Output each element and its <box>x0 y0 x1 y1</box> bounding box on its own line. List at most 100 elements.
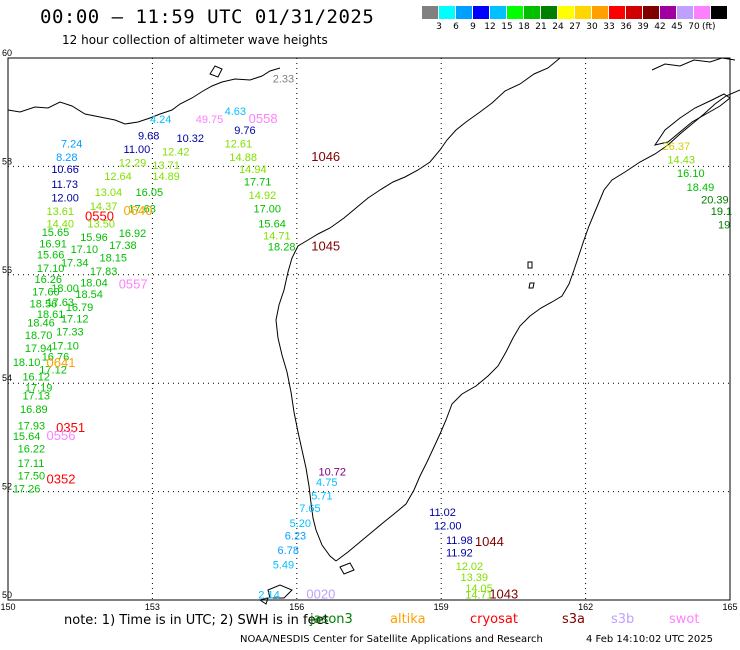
wave-height-value: 10.66 <box>51 164 79 176</box>
wave-height-value: 26.37 <box>663 141 691 153</box>
wave-height-value: 17.50 <box>18 471 46 483</box>
wave-height-value: 18.56 <box>30 298 58 310</box>
wave-height-value: 12.00 <box>434 521 462 533</box>
island-karaginsky <box>653 93 731 146</box>
wave-height-value: 6.23 <box>285 530 306 542</box>
wave-height-value: 15.65 <box>42 227 70 239</box>
y-tick-label: 54 <box>2 373 12 383</box>
legend-swatch <box>439 6 455 19</box>
wave-height-value: 18.46 <box>27 317 55 329</box>
lake-1 <box>527 261 533 269</box>
wave-height-value: 13.71 <box>152 160 180 172</box>
wave-height-value: 9.76 <box>234 125 255 137</box>
x-tick-label: 150 <box>0 602 15 612</box>
satellite-swot: swot <box>669 612 700 627</box>
wave-height-value: 18.61 <box>37 309 65 321</box>
legend-swatch <box>609 6 625 19</box>
legend-label: 36 <box>620 22 632 32</box>
wave-height-value: 17.00 <box>253 203 281 215</box>
wave-height-value: 18.10 <box>13 357 41 369</box>
satellite-altika: altika <box>390 612 426 627</box>
wave-height-value: 14.71 <box>465 589 493 601</box>
wave-height-value: 16.26 <box>34 274 62 286</box>
legend-swatch <box>456 6 472 19</box>
legend-label: 70 <box>688 22 700 32</box>
legend-label: 33 <box>603 22 615 32</box>
wave-height-value: 13.50 <box>87 219 115 231</box>
wave-height-value: 11.00 <box>124 144 151 156</box>
legend-label: 24 <box>552 22 564 32</box>
legend-label: 39 <box>637 22 649 32</box>
satellite-s3b: s3b <box>611 612 635 627</box>
wave-height-value: 17.10 <box>71 244 99 256</box>
wave-height-value: 14.43 <box>667 155 695 167</box>
wave-height-value: 14.92 <box>249 190 277 202</box>
map-subtitle: 12 hour collection of altimeter wave hei… <box>62 33 328 47</box>
pass-time-label: 1044 <box>475 534 504 549</box>
wave-height-value: 11.73 <box>51 179 78 191</box>
wave-height-value: 5.20 <box>290 518 311 530</box>
wave-height-value: 19 <box>718 220 730 232</box>
wave-height-value: 17.11 <box>18 458 45 470</box>
wave-height-value: 13.39 <box>460 572 488 584</box>
wave-height-value: 17.38 <box>109 240 137 252</box>
wave-height-value: 17.10 <box>51 341 79 353</box>
footer-generated-time: 4 Feb 14:10:02 UTC 2025 <box>586 634 713 645</box>
wave-height-value: 17.33 <box>56 327 84 339</box>
legend-label: 21 <box>535 22 547 32</box>
wave-height-value: 8.28 <box>56 152 77 164</box>
lake-2 <box>528 282 535 289</box>
wave-height-value: 9.68 <box>138 130 159 142</box>
satellite-s3a: s3a <box>562 612 586 627</box>
wave-height-value: 14.71 <box>263 231 291 243</box>
wave-height-value: 17.83 <box>90 266 118 278</box>
legend-swatch <box>694 6 710 19</box>
wave-height-value: 12.29 <box>119 157 147 169</box>
legend-swatch <box>473 6 489 19</box>
wave-height-value: 49.75 <box>196 114 224 126</box>
legend-label: 42 <box>654 22 666 32</box>
kuril-island-2 <box>267 584 293 599</box>
wave-height-value: 20.39 <box>701 194 729 206</box>
map-title: 00:00 – 11:59 UTC 01/31/2025 <box>40 6 375 28</box>
wave-height-value: 13.04 <box>95 187 123 199</box>
legend-label: 18 <box>518 22 530 32</box>
wave-height-value: 16.12 <box>22 371 50 383</box>
wave-height-value: 15.96 <box>80 232 108 244</box>
legend-label: 3 <box>436 22 442 32</box>
wave-height-value: 12.61 <box>225 138 253 150</box>
wave-height-value: 18.00 <box>51 283 79 295</box>
legend-label: 12 <box>484 22 496 32</box>
wave-height-value: 11.02 <box>429 507 456 519</box>
wave-height-value: 16.92 <box>119 228 147 240</box>
wave-height-value: 15.66 <box>37 250 65 262</box>
wave-height-value: 17.12 <box>61 313 89 325</box>
wave-height-value: 17.63 <box>128 203 156 215</box>
satellite-jason3: jason3 <box>310 612 353 627</box>
wave-height-value: 14.89 <box>152 171 180 183</box>
legend-swatch <box>558 6 574 19</box>
wave-height-value: 2.33 <box>273 73 294 85</box>
wave-height-value: 16.10 <box>677 168 705 180</box>
pass-time-label: 1046 <box>311 149 340 164</box>
wave-height-value: 4.24 <box>150 114 171 126</box>
pass-time-label: 0640 <box>124 203 153 218</box>
wave-height-value: 10.32 <box>176 133 204 145</box>
wave-height-value: 18.49 <box>687 182 715 194</box>
wave-height-value: 12.42 <box>162 147 190 159</box>
wave-height-value: 14.05 <box>465 583 493 595</box>
wave-height-value: 19.1 <box>711 206 732 218</box>
wave-height-value: 7.24 <box>61 138 82 150</box>
wave-height-value: 16.89 <box>20 404 48 416</box>
wave-height-value: 18.15 <box>99 252 127 264</box>
legend-label: 27 <box>569 22 581 32</box>
satellite-cryosat: cryosat <box>470 612 518 627</box>
wave-height-value: 17.34 <box>61 258 89 270</box>
wave-height-value: 4.63 <box>225 106 246 118</box>
wave-height-value: 16.91 <box>39 239 67 251</box>
pass-time-label: 0550 <box>85 209 114 224</box>
wave-height-value: 10.72 <box>318 466 346 478</box>
